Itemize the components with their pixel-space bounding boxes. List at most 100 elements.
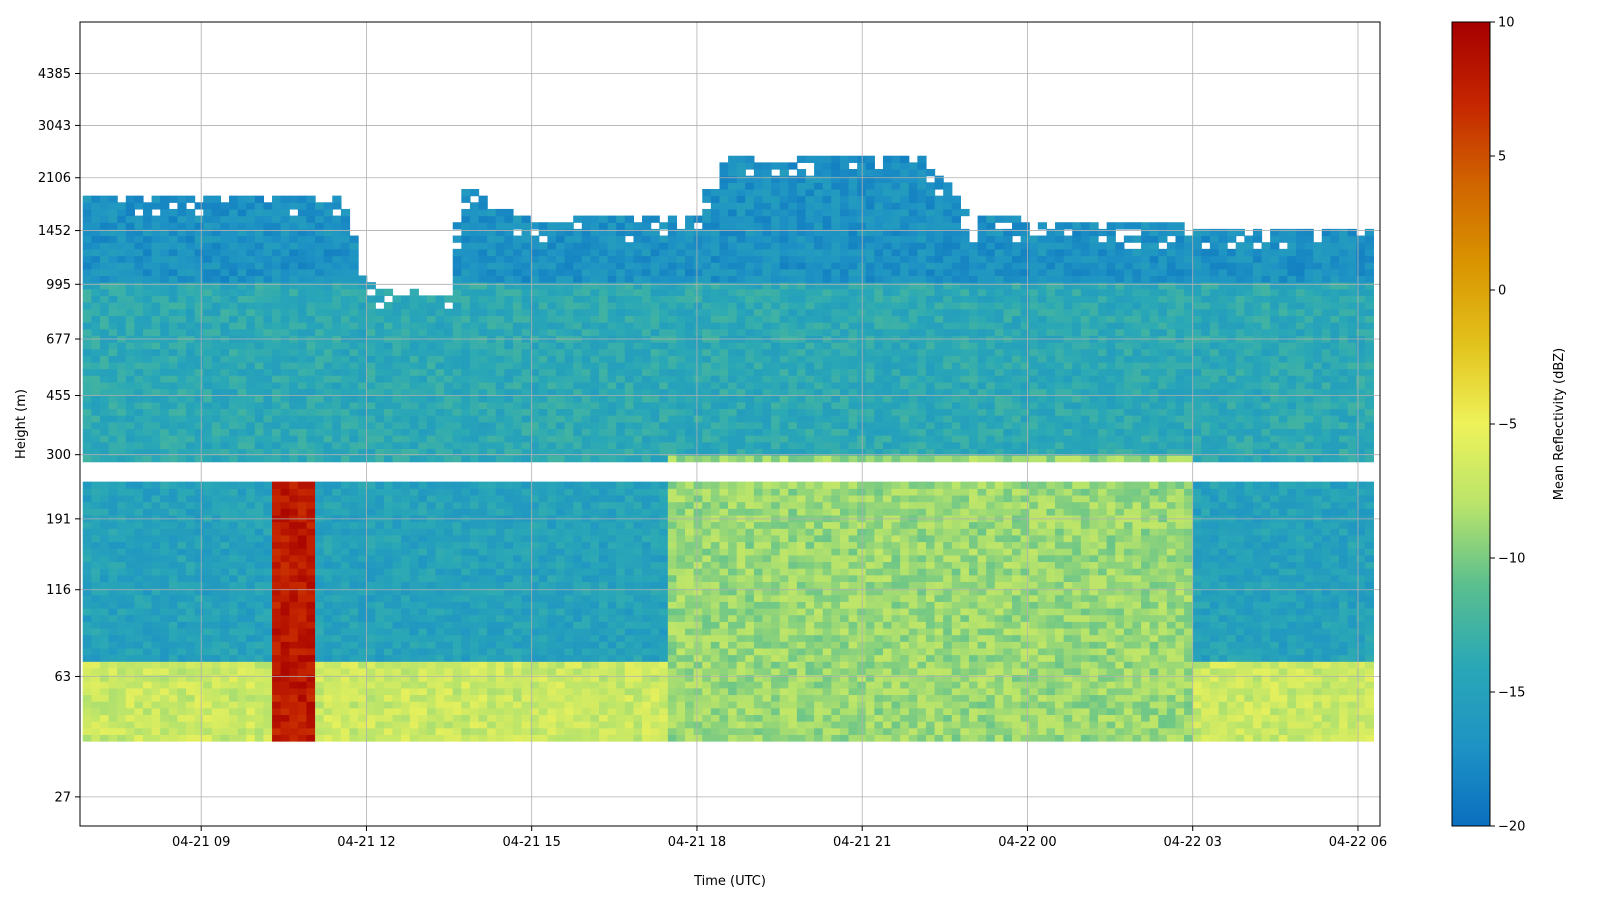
heatmap-cell [99,508,110,516]
heatmap-cell [323,481,333,489]
heatmap-cell [160,721,170,729]
heatmap-cell [160,282,170,290]
heatmap-cell [99,242,110,250]
heatmap-cell [581,488,591,496]
heatmap-cell [263,627,273,636]
heatmap-cell [555,674,566,682]
heatmap-cell [160,727,170,735]
heatmap-cell [599,441,609,449]
heatmap-cell [435,701,445,709]
heatmap-cell [82,395,92,403]
heatmap-cell [633,548,643,556]
heatmap-cell [220,481,230,489]
heatmap-cell [366,548,376,556]
heatmap-cell [642,421,652,430]
heatmap-cell [117,521,127,529]
heatmap-cell [633,674,643,682]
heatmap-cell [401,701,411,709]
heatmap-cell [263,395,273,403]
heatmap-cell [125,521,135,529]
heatmap-cell [220,634,230,642]
heatmap-cell [99,667,110,676]
heatmap-cell [151,674,161,682]
heatmap-cell [211,594,222,602]
heatmap-cell [495,541,505,549]
heatmap-cell [272,262,282,270]
heatmap-cell [599,681,609,689]
heatmap-cell [186,215,196,223]
heatmap-cell [91,714,101,722]
heatmap-cell [91,614,101,622]
heatmap-cell [487,674,497,682]
heatmap-cell [633,448,643,456]
heatmap-cell [383,408,394,416]
heatmap-cell [547,282,557,290]
heatmap-cell [203,634,213,642]
heatmap-cell [134,288,144,296]
heatmap-cell [280,248,290,257]
heatmap-cell [99,401,110,410]
heatmap-cell [82,361,92,370]
heatmap-cell [599,521,609,529]
heatmap-cell [246,235,256,243]
heatmap-cell [220,388,230,396]
heatmap-cell [444,601,454,609]
heatmap-cell [134,727,144,735]
heatmap-cell [254,328,265,336]
heatmap-cell [564,694,574,702]
heatmap-cell [117,627,127,636]
heatmap-cell [564,634,574,642]
heatmap-cell [254,388,265,396]
heatmap-cell [573,734,583,742]
heatmap-cell [633,255,643,263]
heatmap-cell [409,627,419,636]
heatmap-cell [573,588,583,596]
heatmap-cell [616,681,626,689]
heatmap-cell [358,647,368,656]
heatmap-cell [99,255,110,263]
heatmap-cell [547,581,557,589]
heatmap-cell [538,601,548,609]
heatmap-cell [530,401,540,410]
heatmap-cell [512,634,523,642]
heatmap-cell [177,215,187,223]
heatmap-cell [117,481,127,489]
heatmap-cell [211,488,222,496]
heatmap-cell [392,714,402,722]
heatmap-cell [426,574,437,582]
heatmap-cell [237,721,247,729]
heatmap-cell [555,322,566,330]
heatmap-cell [530,554,540,563]
heatmap-cell [194,568,204,576]
heatmap-cell [512,481,523,489]
heatmap-cell [487,667,497,676]
heatmap-cell [211,255,222,263]
heatmap-cell [108,441,118,449]
heatmap-cell [642,381,652,390]
heatmap-cell [82,494,92,503]
heatmap-cell [521,222,531,230]
heatmap-cell [332,408,342,416]
heatmap-cell [633,381,643,390]
heatmap-cell [452,548,462,556]
heatmap-cell [297,235,308,243]
heatmap-cell [452,315,462,323]
heatmap-cell [272,415,282,423]
heatmap-cell [263,222,273,230]
heatmap-cell [254,202,265,210]
heatmap-cell [134,594,144,602]
heatmap-cell [177,481,187,489]
heatmap-cell [478,448,488,456]
heatmap-cell [633,687,643,696]
heatmap-cell [340,255,351,263]
heatmap-cell [99,568,110,576]
heatmap-cell [306,228,316,237]
heatmap-cell [134,275,144,283]
heatmap-cell [624,641,635,649]
heatmap-cell [590,647,600,656]
heatmap-cell [289,222,299,230]
heatmap-cell [590,428,600,436]
heatmap-cell [177,435,187,443]
heatmap-cell [134,714,144,722]
